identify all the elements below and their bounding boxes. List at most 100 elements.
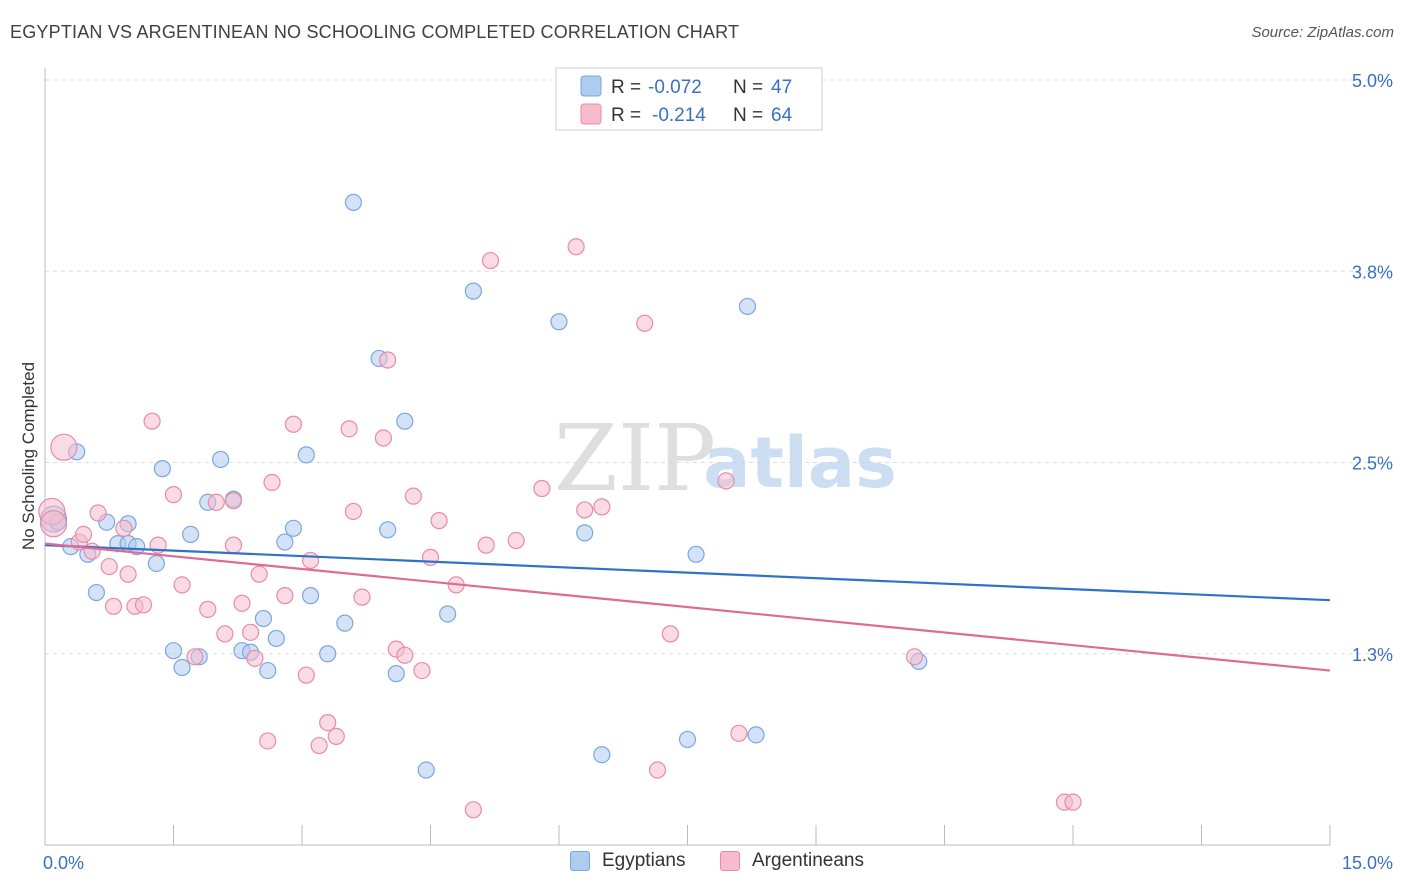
data-point-pink bbox=[186, 648, 204, 666]
data-point-pink bbox=[164, 486, 183, 504]
data-point-pink bbox=[661, 625, 679, 643]
data-point-pink bbox=[507, 531, 525, 550]
data-point-blue bbox=[439, 605, 457, 623]
legend-r-value: -0.072 bbox=[648, 77, 702, 98]
data-point-pink bbox=[104, 597, 123, 615]
data-point-pink bbox=[319, 713, 337, 732]
data-point-pink bbox=[89, 504, 107, 522]
data-point-blue bbox=[336, 614, 354, 632]
y-tick-label: 5.0% bbox=[1352, 71, 1393, 91]
grid-layer bbox=[45, 79, 1392, 655]
data-point-pink bbox=[413, 661, 431, 680]
tick-labels: 5.0% 3.8% 2.5% 1.3% 0.0% 15.0% bbox=[43, 71, 1393, 873]
data-point-blue bbox=[344, 193, 362, 211]
data-point-pink bbox=[250, 565, 268, 583]
data-point-pink bbox=[396, 646, 414, 664]
data-point-pink bbox=[648, 761, 667, 779]
chart-title: EGYPTIAN VS ARGENTINEAN NO SCHOOLING COM… bbox=[10, 22, 740, 42]
data-point-pink bbox=[464, 801, 482, 819]
legend-n-label: N = bbox=[733, 77, 763, 98]
legend-box: R = -0.072 N = 47 R = -0.214 N = 64 bbox=[555, 67, 823, 131]
data-point-pink bbox=[242, 623, 260, 641]
data-point-pink bbox=[134, 596, 153, 614]
legend-swatch-argentineans bbox=[720, 851, 740, 871]
data-point-blue bbox=[301, 587, 320, 605]
data-point-pink bbox=[74, 525, 93, 544]
data-point-pink bbox=[263, 473, 281, 491]
watermark: ZIP atlas bbox=[554, 405, 897, 512]
data-point-pink bbox=[276, 587, 294, 605]
data-point-blue bbox=[147, 554, 165, 573]
data-point-blue bbox=[747, 726, 765, 744]
data-point-blue bbox=[593, 746, 611, 764]
data-point-pink bbox=[533, 479, 551, 498]
points-layer bbox=[38, 193, 1082, 819]
data-point-pink bbox=[259, 732, 277, 750]
legend-label-egyptians: Egyptians bbox=[602, 850, 686, 871]
data-point-blue bbox=[259, 661, 277, 680]
data-point-pink bbox=[340, 420, 358, 438]
data-point-pink bbox=[224, 492, 243, 510]
data-point-blue bbox=[687, 545, 705, 563]
data-point-pink bbox=[39, 510, 68, 538]
y-tick-label: 2.5% bbox=[1352, 454, 1393, 474]
data-point-pink bbox=[224, 536, 243, 554]
data-point-blue bbox=[297, 446, 315, 464]
source-credit: Source: ZipAtlas.com bbox=[1251, 24, 1394, 41]
data-point-pink bbox=[199, 600, 217, 618]
data-point-pink bbox=[374, 429, 392, 447]
legend-swatch-blue bbox=[580, 75, 602, 97]
data-point-blue bbox=[153, 460, 171, 478]
data-point-pink bbox=[717, 472, 735, 490]
legend-label-argentineans: Argentineans bbox=[752, 850, 864, 871]
data-point-pink bbox=[143, 412, 161, 430]
data-point-pink bbox=[119, 565, 137, 583]
legend-swatch-egyptians bbox=[570, 851, 590, 871]
trend-line-blue bbox=[44, 544, 1331, 602]
data-point-pink bbox=[327, 727, 345, 745]
trend-layer bbox=[44, 542, 1331, 672]
legend-r-label: R = bbox=[611, 77, 641, 98]
data-point-blue bbox=[319, 645, 337, 663]
data-point-pink bbox=[481, 251, 500, 270]
data-point-blue bbox=[464, 282, 482, 300]
data-point-pink bbox=[567, 238, 585, 256]
data-point-pink bbox=[115, 519, 133, 537]
data-point-blue bbox=[254, 609, 273, 628]
data-point-pink bbox=[173, 576, 191, 594]
data-point-pink bbox=[310, 736, 328, 755]
data-point-blue bbox=[396, 412, 414, 430]
data-point-pink bbox=[636, 314, 654, 332]
axis-layer bbox=[44, 68, 1331, 846]
data-point-pink bbox=[593, 498, 611, 516]
data-point-blue bbox=[87, 583, 106, 602]
data-point-pink bbox=[576, 501, 594, 519]
legend-r-label: R = bbox=[611, 105, 641, 126]
data-point-pink bbox=[353, 588, 371, 606]
legend-item-argentineans: Argentineans bbox=[720, 850, 864, 872]
legend-r-value: -0.214 bbox=[652, 105, 706, 126]
data-point-blue bbox=[173, 658, 191, 677]
data-point-blue bbox=[284, 519, 303, 537]
x-tick-label-min: 0.0% bbox=[43, 853, 84, 873]
data-point-blue bbox=[738, 297, 757, 316]
y-tick-label: 3.8% bbox=[1352, 262, 1393, 282]
x-tick-label-max: 15.0% bbox=[1342, 853, 1393, 873]
watermark-atlas: atlas bbox=[703, 422, 897, 504]
legend-n-value: 64 bbox=[771, 105, 793, 126]
data-point-blue bbox=[267, 629, 285, 648]
data-point-pink bbox=[344, 502, 362, 521]
watermark-zip: ZIP bbox=[554, 405, 716, 512]
data-point-blue bbox=[387, 665, 405, 683]
data-point-pink bbox=[404, 487, 422, 505]
data-point-pink bbox=[246, 649, 264, 667]
data-point-pink bbox=[379, 351, 397, 369]
data-point-pink bbox=[301, 551, 320, 570]
data-point-blue bbox=[276, 533, 294, 551]
data-point-pink bbox=[297, 666, 315, 684]
legend-item-egyptians: Egyptians bbox=[570, 850, 685, 872]
data-point-blue bbox=[678, 730, 697, 749]
data-point-pink bbox=[905, 648, 924, 666]
data-point-pink bbox=[430, 512, 448, 530]
